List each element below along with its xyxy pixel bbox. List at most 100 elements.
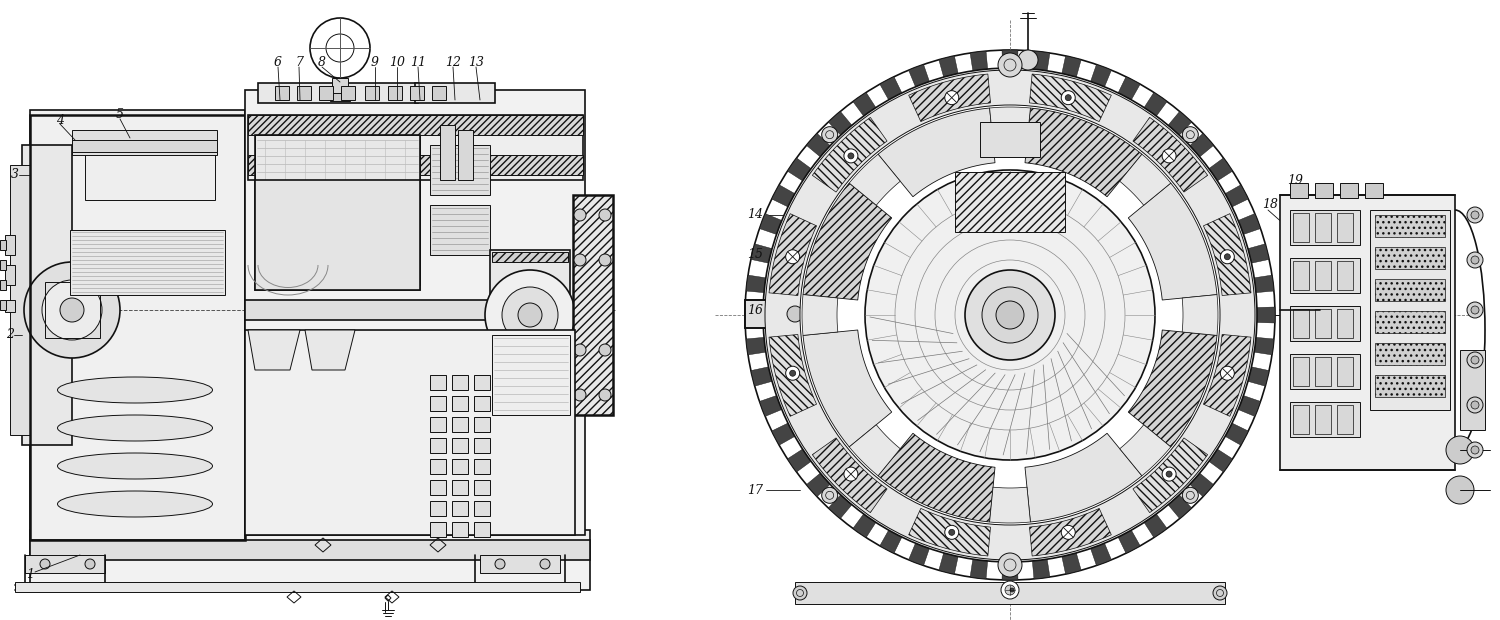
Polygon shape — [990, 107, 1030, 143]
Circle shape — [765, 70, 1256, 560]
Polygon shape — [770, 214, 816, 296]
Bar — [72, 130, 217, 155]
Circle shape — [598, 389, 610, 401]
Bar — [452, 459, 468, 474]
Polygon shape — [1190, 473, 1214, 497]
Bar — [134, 272, 152, 282]
Bar — [430, 205, 490, 255]
Text: 2: 2 — [6, 329, 14, 342]
Bar — [164, 238, 182, 250]
Bar — [0, 240, 6, 250]
Circle shape — [1182, 126, 1198, 143]
Polygon shape — [1120, 154, 1172, 205]
Circle shape — [1467, 302, 1484, 318]
Bar — [364, 86, 380, 100]
Polygon shape — [1032, 559, 1050, 579]
Polygon shape — [1062, 553, 1082, 574]
Bar — [1336, 357, 1353, 386]
Circle shape — [574, 344, 586, 356]
Circle shape — [1472, 256, 1479, 264]
Bar — [1316, 309, 1330, 338]
Bar — [1376, 215, 1444, 237]
Polygon shape — [909, 508, 990, 556]
Polygon shape — [1226, 423, 1248, 445]
Polygon shape — [752, 244, 772, 263]
Polygon shape — [828, 495, 852, 518]
Polygon shape — [1118, 77, 1140, 100]
Bar — [1336, 309, 1353, 338]
Bar — [795, 582, 1226, 604]
Bar — [432, 86, 445, 100]
Polygon shape — [909, 64, 930, 87]
Bar — [452, 396, 468, 411]
Text: 3: 3 — [10, 169, 20, 182]
Bar — [255, 135, 420, 285]
Circle shape — [86, 559, 94, 569]
Bar — [130, 235, 154, 285]
Bar — [340, 86, 356, 100]
Circle shape — [1472, 356, 1479, 364]
Polygon shape — [1254, 275, 1274, 293]
Polygon shape — [802, 294, 838, 335]
Polygon shape — [939, 56, 958, 77]
Circle shape — [24, 262, 120, 358]
Bar — [388, 86, 402, 100]
Polygon shape — [813, 117, 886, 192]
Bar — [1280, 195, 1455, 470]
Polygon shape — [746, 275, 766, 293]
Polygon shape — [1144, 514, 1167, 538]
Polygon shape — [802, 183, 891, 300]
Bar — [1293, 309, 1310, 338]
Circle shape — [764, 68, 1257, 562]
Bar — [188, 272, 207, 282]
Text: 7: 7 — [296, 56, 303, 68]
Bar — [0, 260, 6, 270]
Circle shape — [945, 91, 958, 105]
Bar — [430, 396, 445, 411]
Circle shape — [60, 298, 84, 322]
Bar — [104, 255, 122, 267]
Polygon shape — [746, 337, 766, 355]
Polygon shape — [1090, 64, 1112, 87]
Polygon shape — [849, 154, 900, 205]
Bar — [4, 265, 15, 285]
Text: 10: 10 — [388, 56, 405, 68]
Circle shape — [1162, 149, 1176, 163]
Bar — [0, 280, 6, 290]
Polygon shape — [1238, 213, 1260, 234]
Polygon shape — [828, 112, 852, 135]
Text: 12: 12 — [446, 56, 460, 68]
Bar — [1316, 261, 1330, 290]
Circle shape — [1467, 397, 1484, 413]
Polygon shape — [1209, 158, 1233, 181]
Polygon shape — [939, 553, 958, 574]
Bar — [1293, 261, 1310, 290]
Bar — [248, 115, 584, 135]
Polygon shape — [1144, 92, 1167, 116]
Bar — [4, 300, 15, 312]
Text: 8: 8 — [318, 56, 326, 68]
Bar — [184, 235, 210, 285]
Bar — [30, 540, 590, 560]
Bar — [255, 135, 420, 290]
Circle shape — [786, 250, 800, 264]
Polygon shape — [752, 367, 772, 386]
Text: 1: 1 — [26, 569, 34, 582]
Bar — [430, 501, 445, 516]
Bar — [430, 480, 445, 495]
Circle shape — [598, 254, 610, 266]
Bar — [1293, 357, 1310, 386]
Bar — [1460, 350, 1485, 430]
Bar — [248, 115, 584, 180]
Polygon shape — [1118, 530, 1140, 553]
Circle shape — [1446, 436, 1474, 464]
Bar — [452, 438, 468, 453]
Polygon shape — [1132, 438, 1208, 513]
Polygon shape — [853, 92, 876, 116]
Bar — [30, 110, 245, 540]
Bar — [440, 125, 454, 180]
Circle shape — [1019, 50, 1038, 70]
Polygon shape — [1257, 307, 1275, 323]
Circle shape — [1000, 581, 1018, 599]
Bar — [188, 255, 207, 267]
